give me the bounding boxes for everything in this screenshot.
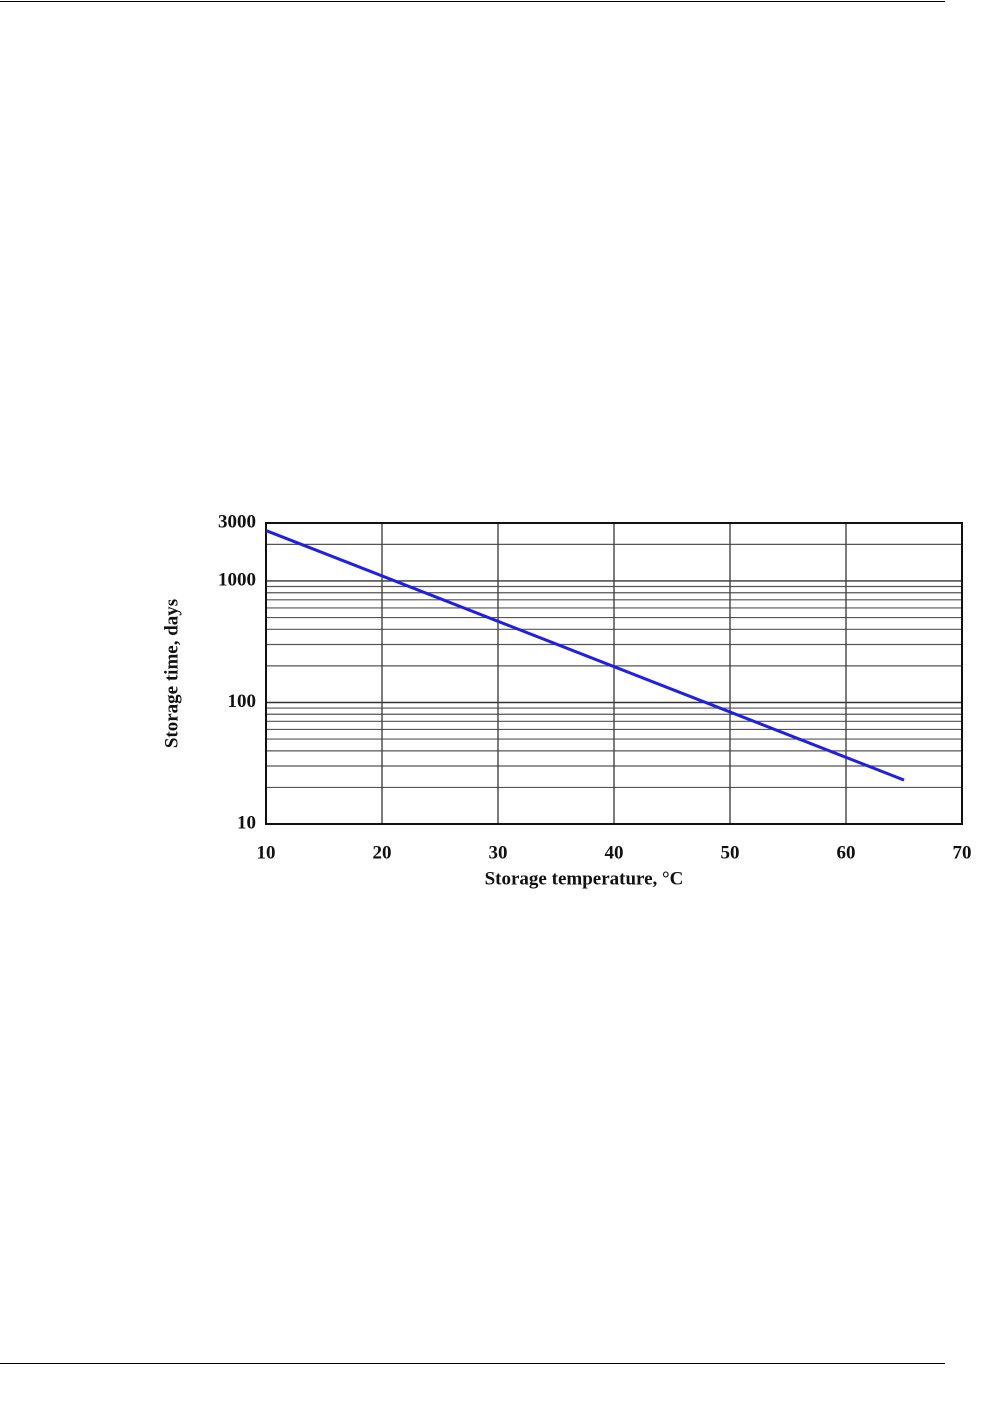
x-tick-label: 60	[837, 842, 856, 863]
y-tick-label: 100	[228, 691, 257, 712]
y-tick-label: 3000	[218, 511, 256, 532]
x-tick-label: 20	[373, 842, 392, 863]
x-axis-label: Storage temperature, °C	[485, 868, 684, 889]
chart: 10 100 1000 3000 10 20 30 40 50 60 70 Storage tempe…	[161, 511, 971, 889]
x-tick-label: 70	[953, 842, 972, 863]
data-line	[265, 529, 905, 782]
y-tick-label: 10	[237, 812, 256, 833]
y-axis-label: Storage time, days	[161, 599, 182, 748]
x-tick-label: 40	[605, 842, 624, 863]
x-tick-label: 10	[257, 842, 276, 863]
x-tick-label: 30	[489, 842, 508, 863]
plot-frame	[265, 522, 963, 825]
y-tick-label: 1000	[218, 569, 256, 590]
x-tick-label: 50	[721, 842, 740, 863]
